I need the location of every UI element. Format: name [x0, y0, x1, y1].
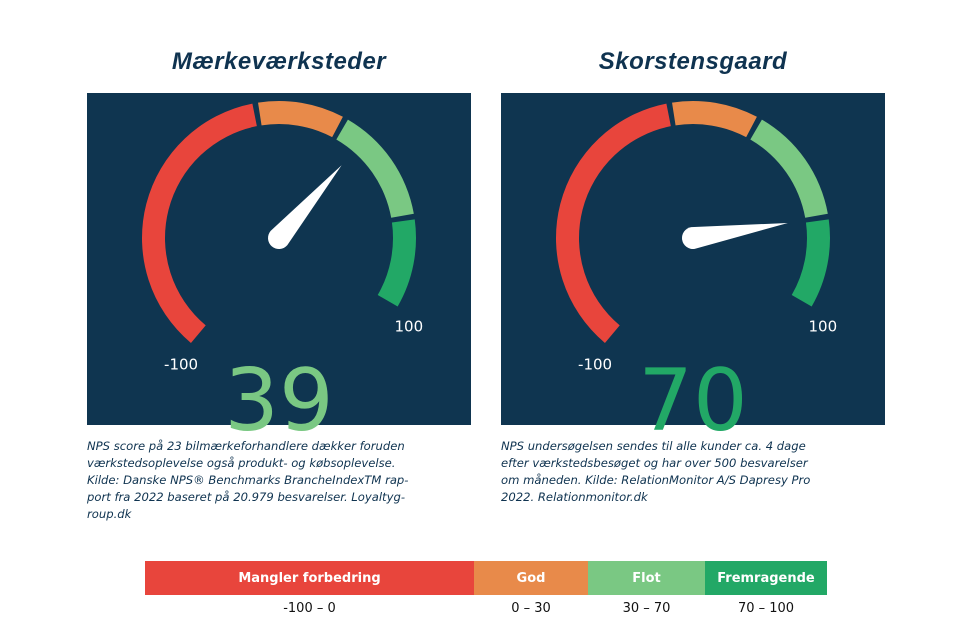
left-source-line: Kilde: Danske NPS® Benchmarks BrancheInd…	[87, 473, 409, 487]
gauge-min-label: -100	[164, 356, 198, 374]
gauge-needle	[268, 165, 342, 249]
right-gauge-panel: -100 100 70 Gennemsnitlig NPS®-score	[501, 93, 885, 489]
left-gauge-score: 39	[224, 351, 334, 451]
left-source-line: værkstedsoplevelse også produkt- og købs…	[87, 456, 396, 470]
right-gauge-svg: -100 100	[556, 100, 838, 374]
nps-legend-bar: Mangler forbedring God Flot Fremragende	[145, 561, 827, 595]
gauge-min-label: -100	[578, 356, 612, 374]
gauge-arc-mangler-forbedring	[142, 103, 257, 343]
legend-range-god: 0 – 30	[511, 601, 551, 616]
legend-segment-god: God	[474, 561, 588, 595]
left-score-label-line2: NPS®-score	[218, 466, 340, 490]
legend-range-flot: 30 – 70	[622, 601, 671, 616]
legend-segment-mangler-forbedring: Mangler forbedring	[145, 561, 474, 595]
right-source-note: NPS undersøgelsen sendes til alle kunder…	[501, 438, 885, 506]
right-source-line: efter værkstedsbesøget og har over 500 b…	[501, 456, 808, 470]
gauge-arc-mangler-forbedring	[556, 103, 671, 343]
right-source-line: om måneden. Kilde: RelationMonitor A/S D…	[501, 473, 811, 487]
gauge-arc-flot	[750, 119, 828, 218]
gauge-max-label: 100	[809, 318, 838, 336]
left-gauge-svg: -100 100	[142, 100, 424, 374]
left-source-line: NPS score på 23 bilmærkeforhandlere dækk…	[87, 439, 405, 453]
gauge-arc-fremragende	[377, 219, 416, 307]
legend-segment-fremragende: Fremragende	[705, 561, 827, 595]
legend-range-fremragende: 70 – 100	[737, 601, 795, 616]
legend-segment-flot: Flot	[588, 561, 705, 595]
right-source-line: NPS undersøgelsen sendes til alle kunder…	[501, 439, 806, 453]
gauge-arc-god	[258, 100, 343, 138]
right-gauge-score-label: Gennemsnitlig NPS®-score	[501, 445, 885, 489]
gauge-needle	[682, 222, 788, 249]
left-source-note: NPS score på 23 bilmærkeforhandlere dækk…	[87, 438, 471, 523]
left-source-line: port fra 2022 baseret på 20.979 besvarel…	[87, 490, 406, 504]
left-gauge-panel: -100 100 39 Gennemsnitlig NPS®-score	[87, 93, 471, 489]
left-gauge-title: Mærkeværksteder	[171, 48, 387, 75]
gauge-max-label: 100	[395, 318, 424, 336]
gauge-arc-flot	[336, 119, 414, 218]
gauge-arc-god	[672, 100, 757, 138]
left-gauge-score-label: Gennemsnitlig NPS®-score	[87, 445, 471, 489]
right-gauge-score: 70	[638, 351, 748, 451]
right-gauge-title: Skorstensgaard	[598, 48, 788, 75]
gauge-arc-fremragende	[791, 219, 830, 307]
right-source-line: 2022. Relationmonitor.dk	[501, 490, 648, 504]
legend-range-mangler-forbedring: -100 – 0	[283, 601, 336, 616]
right-score-label-line2: NPS®-score	[632, 466, 754, 490]
right-score-label-line1: Gennemsnitlig	[620, 444, 766, 468]
left-source-line: roup.dk	[87, 507, 132, 521]
left-score-label-line1: Gennemsnitlig	[206, 444, 352, 468]
